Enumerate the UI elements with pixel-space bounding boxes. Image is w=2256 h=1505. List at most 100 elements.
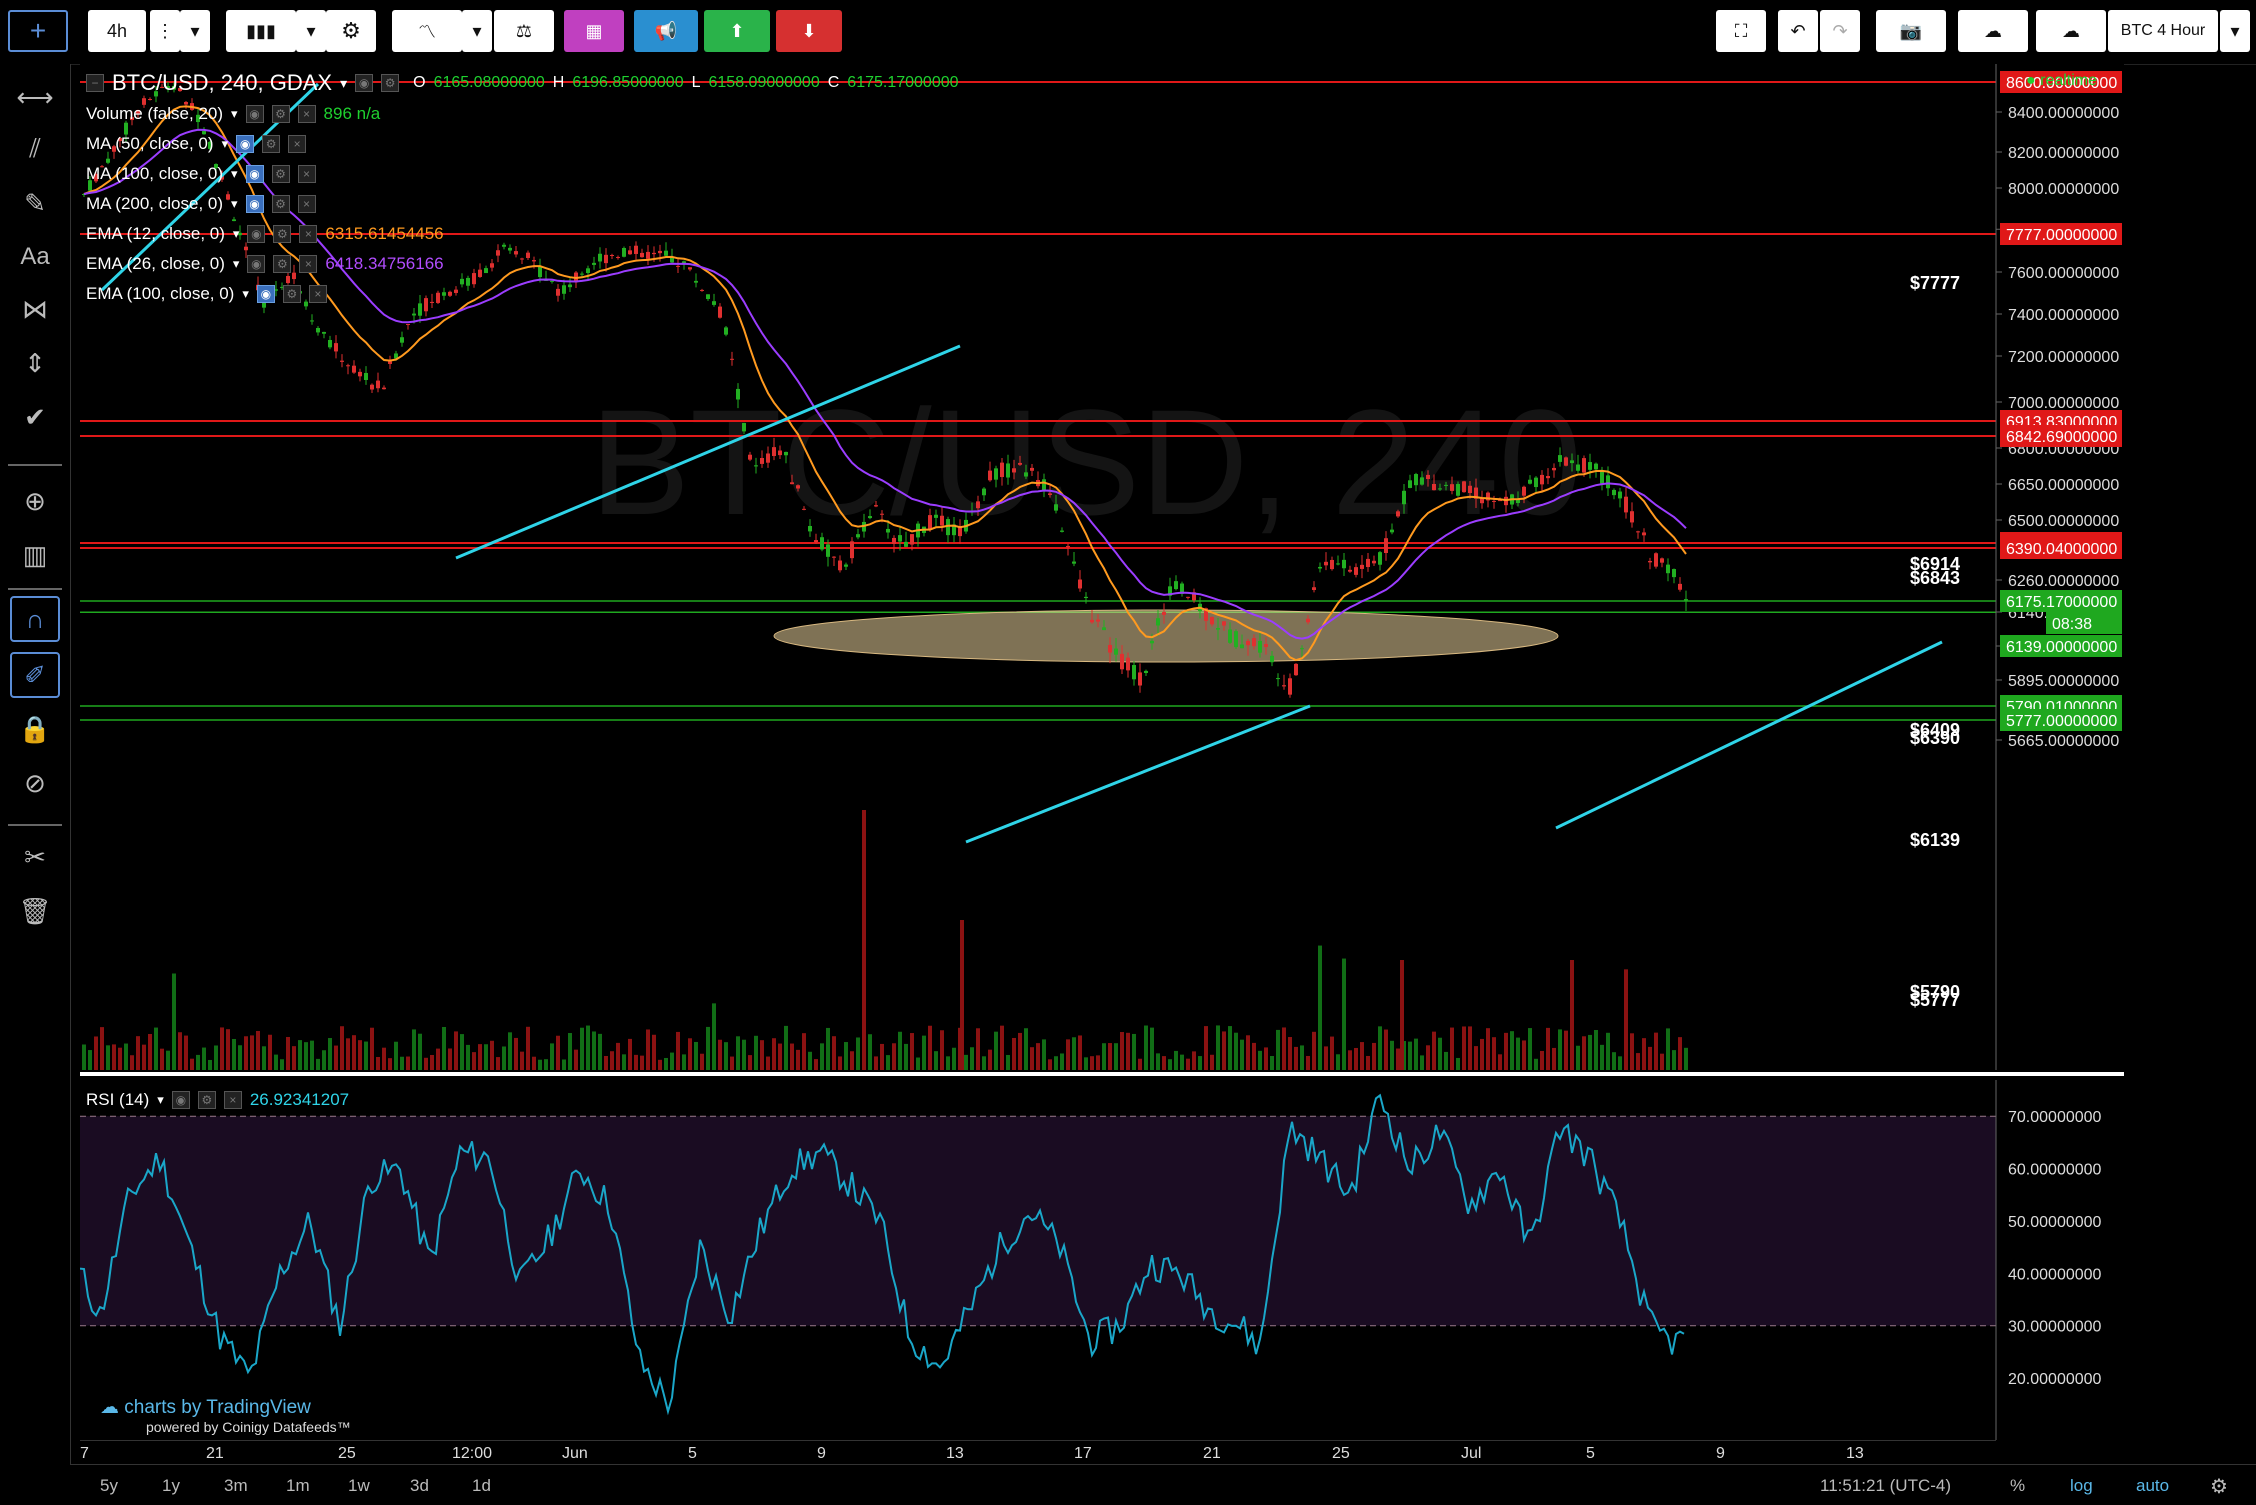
range-1w[interactable]: 1w [348,1476,370,1495]
price-chart[interactable]: BTC/USD, 240 8400.00000000 8200.00000000 8… [80,64,2124,1070]
crosshair-icon[interactable]: + [8,10,68,52]
cloud-save-icon[interactable]: ☁ [2036,10,2106,52]
cloud-load-icon[interactable]: ☁ [1958,10,2028,52]
chevron-down-icon[interactable]: ▾ [462,10,492,52]
close-icon[interactable]: × [297,165,316,183]
gear-icon[interactable]: ⚙ [271,165,290,183]
close-icon[interactable]: × [299,255,318,273]
close-icon[interactable]: × [297,195,316,213]
gear-icon[interactable]: ⚙ [273,225,292,243]
text-tool-icon[interactable]: Aa [20,243,50,270]
chevron-down-icon[interactable]: ▾ [221,136,229,151]
zoom-icon[interactable]: ⊕ [24,485,46,516]
indicators-icon[interactable]: 〽 [392,10,462,52]
close-icon[interactable]: × [288,135,307,153]
range-3m[interactable]: 3m [224,1476,248,1495]
close-icon[interactable]: × [299,225,318,243]
fullscreen-icon[interactable]: ⛶ [1716,10,1766,52]
trend-line[interactable] [1555,640,1943,830]
percent-toggle[interactable]: % [2010,1473,2025,1499]
fib-tool-icon[interactable]: ⫽ [29,133,41,163]
redo-icon[interactable]: ↷ [1820,10,1860,52]
eye-icon[interactable]: ◉ [245,105,264,123]
auto-toggle[interactable]: auto [2136,1473,2169,1499]
collapse-icon[interactable]: − [86,74,104,92]
cube-icon[interactable]: ▦ [564,10,624,52]
chart-layout-button[interactable]: BTC 4 Hour [2108,10,2218,52]
arrow-up-icon[interactable]: ⬆ [704,10,770,52]
trend-line[interactable] [965,704,1311,844]
gear-icon[interactable]: ⚙ [326,10,376,52]
range-5y[interactable]: 5y [100,1476,118,1495]
chevron-down-icon[interactable]: ▾ [231,106,238,121]
bars-pattern-icon[interactable]: ▥ [22,539,48,570]
study-name[interactable]: MA (200, close, 0) [86,194,224,213]
eye-icon[interactable]: ◉ [247,225,266,243]
undo-icon[interactable]: ↶ [1778,10,1818,52]
chevron-down-icon[interactable]: ▾ [340,74,348,91]
chevron-down-icon[interactable]: ▾ [231,196,238,211]
eye-icon[interactable]: ◉ [355,74,374,92]
eye-icon[interactable]: ◉ [171,1091,190,1109]
close-icon[interactable]: × [223,1091,242,1109]
gear-icon[interactable]: ⚙ [197,1091,216,1109]
chevron-down-icon[interactable]: ▾ [180,10,210,52]
arrow-down-icon[interactable]: ⬇ [776,10,842,52]
eye-icon[interactable]: ◉ [245,195,264,213]
brush-icon[interactable]: ✎ [24,187,46,218]
gear-icon[interactable]: ⚙ [262,135,281,153]
chevron-down-icon[interactable]: ▾ [296,10,326,52]
study-name[interactable]: Volume (false, 20) [86,104,224,123]
checkmark-icon[interactable]: ✔ [24,401,46,432]
range-1m[interactable]: 1m [286,1476,310,1495]
close-icon[interactable]: × [297,105,316,123]
chevron-down-icon[interactable]: ▾ [232,256,240,271]
rsi-name[interactable]: RSI (14) [86,1090,150,1109]
pane-divider[interactable] [80,1072,2124,1076]
tradingview-credit[interactable]: ☁ charts by TradingView powered by Coini… [100,1396,351,1435]
trash-icon[interactable]: 🗑 [18,895,52,926]
study-name[interactable]: EMA (12, close, 0) [86,224,225,243]
stay-drawing-icon[interactable]: ✐ [10,652,60,698]
range-1y[interactable]: 1y [162,1476,180,1495]
chevron-down-icon[interactable]: ▾ [157,1092,164,1107]
study-name[interactable]: MA (100, close, 0) [86,164,224,183]
gear-icon[interactable]: ⚙ [2210,1475,2228,1498]
study-name[interactable]: EMA (100, close, 0) [86,284,235,303]
magnet-icon[interactable]: ∩ [10,596,60,642]
gear-icon[interactable]: ⚙ [282,285,301,303]
eye-icon[interactable]: ◉ [245,165,264,183]
eye-icon[interactable]: ◉ [256,285,275,303]
study-name[interactable]: EMA (26, close, 0) [86,254,225,273]
trend-line[interactable] [455,344,961,560]
eye-icon[interactable]: ◉ [236,135,255,153]
gear-icon[interactable]: ⚙ [271,105,290,123]
lock-icon[interactable]: 🔒 [18,713,52,744]
rsi-chart[interactable]: 70.00000000 60.00000000 50.00000000 40.0000… [80,1080,2124,1440]
study-name[interactable]: MA (50, close, 0) [86,134,214,153]
chevron-down-icon[interactable]: ▾ [231,166,238,181]
gear-icon[interactable]: ⚙ [381,74,400,92]
pattern-tool-icon[interactable]: ⋈ [22,293,48,324]
log-toggle[interactable]: log [2070,1473,2093,1499]
candles-icon[interactable]: ▮▮▮ [226,10,296,52]
compare-icon[interactable]: ⚖ [494,10,554,52]
range-1d[interactable]: 1d [472,1476,491,1495]
symbol-title[interactable]: BTC/USD, 240, GDAX [112,70,333,95]
close-icon[interactable]: × [308,285,327,303]
interval-button[interactable]: 4h [88,10,146,52]
eye-icon[interactable]: ◉ [247,255,266,273]
range-3d[interactable]: 3d [410,1476,429,1495]
chevron-down-icon[interactable]: ▾ [242,286,249,301]
line-tool-icon[interactable]: ⟷ [16,81,54,112]
megaphone-icon[interactable]: 📢 [634,10,698,52]
measure-icon[interactable]: ⇕ [24,347,46,378]
gear-icon[interactable]: ⚙ [271,195,290,213]
camera-icon[interactable]: 📷 [1876,10,1946,52]
more-vertical-icon[interactable]: ⋮ [150,10,180,52]
time-axis[interactable]: 7 21 25 12:00 Jun 5 9 13 17 21 25 Jul 5 9 13 [80,1440,2124,1464]
chevron-down-icon[interactable]: ▾ [2220,10,2250,52]
chevron-down-icon[interactable]: ▾ [232,226,240,241]
hide-icon[interactable]: ⊘ [24,767,46,798]
tools-icon[interactable]: ✂ [24,841,46,872]
